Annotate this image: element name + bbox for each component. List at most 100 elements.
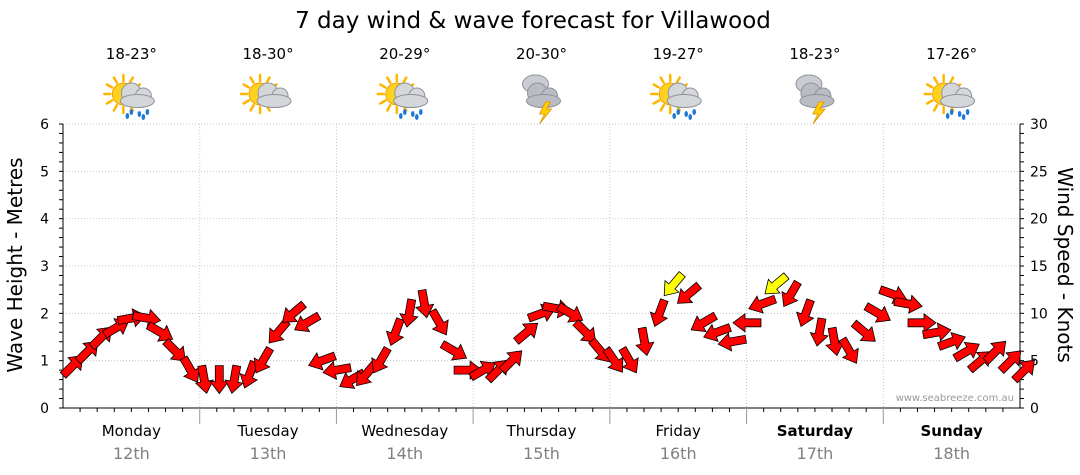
sun-ray: [105, 99, 114, 105]
sun-ray: [652, 83, 661, 89]
left-tick-label: 1: [40, 354, 49, 370]
wind-arrow: [732, 312, 762, 333]
left-axis-title: Wave Height - Metres: [3, 157, 27, 372]
sun-ray: [386, 104, 392, 112]
right-axis-title: Wind Speed - Knots: [1053, 167, 1077, 363]
wind-arrow: [281, 300, 307, 323]
left-tick-label: 3: [40, 259, 49, 275]
cloud-base: [666, 94, 702, 108]
day-name-label: Thursday: [506, 422, 577, 440]
wind-arrow: [922, 322, 952, 342]
day-name-label: Friday: [655, 422, 701, 440]
sun-ray: [386, 76, 392, 84]
storm-cloud-icon: [522, 74, 561, 125]
day-date-label: 16th: [660, 444, 697, 463]
day-date-label: 17th: [797, 444, 834, 463]
wind-arrow: [428, 308, 449, 336]
sun-cloud-icon: [239, 73, 292, 115]
day-date-label: 15th: [523, 444, 560, 463]
day-name-label: Tuesday: [237, 422, 299, 440]
rain-drop: [684, 111, 689, 117]
day-date-label: 18th: [933, 444, 970, 463]
temperatures: 18-23° 18-30° 20-29° 20-30° 19-27° 18-23° 17-2…: [106, 45, 977, 63]
rain-drop: [676, 109, 681, 115]
wind-arrow: [498, 350, 523, 374]
cloud-base: [393, 94, 429, 108]
cloud-base: [256, 94, 292, 108]
sun-ray: [128, 76, 135, 84]
axes: 0123456051015202530: [40, 117, 1048, 424]
sun-ray: [379, 99, 387, 105]
day-name-label: Monday: [102, 422, 161, 440]
right-tick-label: 0: [1030, 401, 1039, 417]
temperature-label: 17-26°: [926, 45, 977, 63]
rain-drop: [137, 111, 142, 117]
sun-ray: [948, 76, 955, 84]
wind-arrow: [59, 355, 84, 379]
left-tick-label: 5: [40, 164, 49, 180]
rain-drop: [965, 109, 970, 115]
day-date-label: 13th: [250, 444, 287, 463]
wind-arrow: [209, 365, 230, 395]
wind-arrow: [764, 272, 790, 295]
rain-drop: [418, 109, 423, 115]
wind-arrow: [649, 298, 669, 328]
wind-arrow: [555, 302, 584, 323]
day-date-label: 12th: [113, 444, 150, 463]
wind-arrow: [253, 346, 275, 374]
wind-arrow: [838, 336, 859, 364]
sun-ray: [379, 83, 387, 89]
rain-drop: [141, 114, 146, 120]
right-tick-label: 15: [1030, 259, 1048, 275]
day-date-label: 14th: [386, 444, 423, 463]
wind-arrow: [635, 326, 655, 357]
wind-arrow: [1011, 359, 1035, 384]
sun-ray: [932, 76, 939, 84]
right-tick-label: 30: [1030, 117, 1048, 133]
left-tick-label: 0: [40, 401, 49, 417]
cloud-base: [940, 94, 976, 108]
wind-arrow: [322, 360, 352, 381]
sun-ray: [265, 76, 271, 84]
wind-arrow: [997, 350, 1022, 374]
sun-ray: [675, 76, 681, 84]
temperature-label: 19-27°: [653, 45, 704, 63]
wind-arrow: [385, 317, 405, 347]
sun-ray: [925, 83, 934, 89]
wind-arrow: [439, 340, 468, 361]
wind-arrow: [224, 364, 244, 395]
cloud-base: [119, 94, 155, 108]
left-tick-label: 2: [40, 306, 49, 322]
rain-drop: [945, 113, 950, 119]
sun-ray: [652, 99, 661, 105]
wind-arrow: [162, 337, 186, 362]
wind-arrow: [952, 341, 980, 363]
sun-ray: [112, 104, 119, 112]
sun-ray: [249, 76, 255, 84]
day-name-label: Sunday: [920, 422, 983, 440]
day-name-label: Saturday: [777, 422, 854, 440]
wind-arrow: [748, 294, 778, 314]
wind-arrow: [399, 298, 419, 328]
lightning-bolt: [812, 101, 826, 125]
wind-arrow: [781, 279, 802, 308]
rain-drop: [688, 114, 693, 120]
wind-arrow: [809, 317, 829, 347]
rain-drop: [398, 113, 403, 119]
wind-arrow: [602, 346, 624, 373]
wind-arrow: [308, 351, 337, 371]
sun-cloud-rain-icon: [103, 73, 155, 120]
rain-drop: [402, 109, 407, 115]
rain-drop: [957, 111, 962, 117]
wind-arrow: [663, 271, 686, 297]
sun-ray: [659, 76, 665, 84]
wind-arrow: [893, 294, 923, 314]
temperature-label: 20-29°: [379, 45, 430, 63]
grid-lines: [63, 123, 1020, 408]
watermark: www.seabreeze.com.au: [896, 393, 1014, 404]
wind-arrow: [690, 311, 718, 333]
sun-ray: [932, 104, 939, 112]
day-name-label: Wednesday: [361, 422, 448, 440]
sun-ray: [242, 83, 251, 89]
